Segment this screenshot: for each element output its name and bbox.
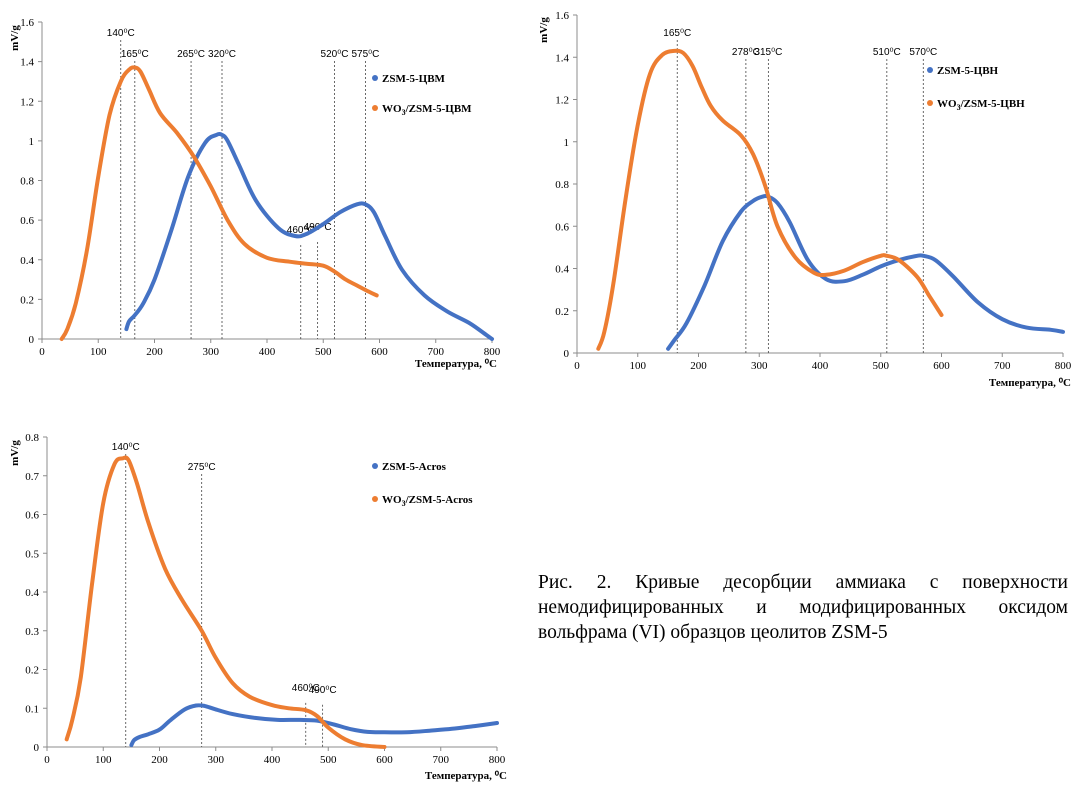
x-tick-label: 300 (208, 754, 225, 766)
x-tick-label: 800 (489, 754, 506, 766)
chart-zsm5-cvn: 0 0.2 0.4 0.6 0.8 1 1.2 1.4 1.6 0 100 200 300 400 500 6… (538, 10, 1071, 389)
legend-marker (372, 75, 378, 81)
x-tick-label: 500 (873, 360, 890, 372)
y-tick-label: 1.2 (20, 96, 34, 108)
series-line-0 (124, 132, 494, 341)
y-tick-label: 0.5 (25, 548, 39, 560)
x-tick-label: 200 (146, 346, 163, 358)
x-tick-label: 0 (574, 360, 580, 372)
x-tick-label: 700 (433, 754, 450, 766)
legend-marker (372, 105, 378, 111)
y-tick-label: 0.4 (555, 264, 569, 276)
annotation-label: 275⁰C (188, 462, 216, 473)
legend-label: ZSM-5-ЦВН (937, 65, 999, 77)
y-tick-label: 0 (564, 348, 570, 360)
x-tick-label: 800 (1055, 360, 1071, 372)
y-tick-label: 0.6 (555, 221, 569, 233)
x-tick-label: 400 (264, 754, 281, 766)
x-tick-label: 500 (315, 346, 332, 358)
y-tick-label: 0.6 (20, 215, 34, 227)
y-tick-label: 1 (564, 137, 570, 149)
y-tick-label: 1.4 (555, 52, 569, 64)
x-tick-label: 200 (690, 360, 707, 372)
y-tick-label: 0 (34, 742, 40, 754)
legend-label: ZSM-5-Acros (382, 461, 447, 473)
annotation-label: 265⁰C (177, 49, 205, 60)
y-axis-label: mV/g (538, 17, 550, 43)
series-line-0 (666, 194, 1065, 351)
x-tick-label: 100 (90, 346, 107, 358)
y-tick-label: 0 (29, 334, 35, 346)
x-tick-label: 400 (259, 346, 276, 358)
y-tick-label: 0.8 (20, 176, 34, 188)
y-tick-label: 0.1 (25, 703, 39, 715)
annotation-label: 320⁰C (208, 49, 236, 60)
annotation-label: 510⁰C (873, 47, 901, 58)
annotation-label: 570⁰C (909, 47, 937, 58)
x-tick-label: 300 (751, 360, 768, 372)
legend-label: WO3/ZSM-5-ЦВН (937, 98, 1025, 112)
series-line-1 (596, 48, 944, 351)
legend-label: ZSM-5-ЦВМ (382, 73, 446, 85)
chart-zsm5-acros: 0 0.1 0.2 0.3 0.4 0.5 0.6 0.7 0.8 0 100 200 300 400 50… (9, 432, 507, 782)
legend-marker (927, 67, 933, 73)
y-tick-label: 1.6 (20, 17, 34, 29)
x-tick-label: 100 (95, 754, 112, 766)
annotation-label: 165⁰C (121, 49, 149, 60)
y-tick-label: 0.2 (555, 306, 569, 318)
x-tick-label: 700 (994, 360, 1011, 372)
y-axis-label: mV/g (9, 25, 21, 51)
x-tick-label: 700 (428, 346, 445, 358)
y-tick-label: 0.4 (25, 587, 39, 599)
x-tick-label: 600 (376, 754, 393, 766)
y-tick-label: 1.6 (555, 10, 569, 22)
annotation-label: 460⁰C (287, 225, 315, 236)
y-tick-label: 0.6 (25, 510, 39, 522)
x-tick-label: 100 (630, 360, 647, 372)
annotation-label: 315⁰C (754, 47, 782, 58)
y-tick-label: 0.3 (25, 626, 39, 638)
series-line-0 (129, 703, 499, 748)
annotation-label: 165⁰C (663, 28, 691, 39)
figure-caption: Рис. 2. Кривые десорбции аммиака с повер… (538, 572, 1068, 643)
x-tick-label: 0 (39, 346, 45, 358)
x-tick-label: 600 (371, 346, 388, 358)
y-tick-label: 0.4 (20, 255, 34, 267)
x-axis-label: Температура, ⁰C (415, 358, 497, 370)
y-tick-label: 1.2 (555, 95, 569, 107)
legend-marker (372, 496, 378, 502)
y-tick-label: 1.4 (20, 57, 34, 69)
x-tick-label: 500 (320, 754, 337, 766)
legend-label: WO3/ZSM-5-Acros (382, 494, 473, 508)
chart-zsm5-cvm: 0 0.2 0.4 0.6 0.8 1 1.2 1.4 1.6 0 100 200 300 400 500 6… (9, 17, 501, 370)
x-tick-label: 300 (203, 346, 220, 358)
annotation-label: 575⁰C (351, 49, 379, 60)
y-axis-label: mV/g (9, 440, 21, 466)
series-line-1 (64, 455, 387, 749)
annotation-label: 460⁰C (292, 683, 320, 694)
y-tick-label: 0.7 (25, 471, 39, 483)
x-tick-label: 600 (933, 360, 950, 372)
y-tick-label: 1 (29, 136, 35, 148)
series-line-1 (59, 65, 379, 341)
x-tick-label: 0 (44, 754, 50, 766)
annotation-label: 490⁰C (309, 685, 337, 696)
x-tick-label: 200 (151, 754, 168, 766)
x-axis-label: Температура, ⁰C (989, 377, 1071, 389)
legend-marker (372, 463, 378, 469)
annotation-label: 520⁰C (321, 49, 349, 60)
y-tick-label: 0.8 (555, 179, 569, 191)
x-tick-label: 800 (484, 346, 501, 358)
annotation-label: 278⁰C (732, 47, 760, 58)
y-tick-label: 0.2 (25, 665, 39, 677)
y-tick-label: 0.8 (25, 432, 39, 444)
annotation-label: 140⁰C (107, 28, 135, 39)
legend-label: WO3/ZSM-5-ЦВМ (382, 103, 472, 117)
annotation-label: 140⁰C (112, 442, 140, 453)
x-tick-label: 400 (812, 360, 829, 372)
y-tick-label: 0.2 (20, 294, 34, 306)
legend-marker (927, 100, 933, 106)
x-axis-label: Температура, ⁰C (425, 770, 507, 782)
